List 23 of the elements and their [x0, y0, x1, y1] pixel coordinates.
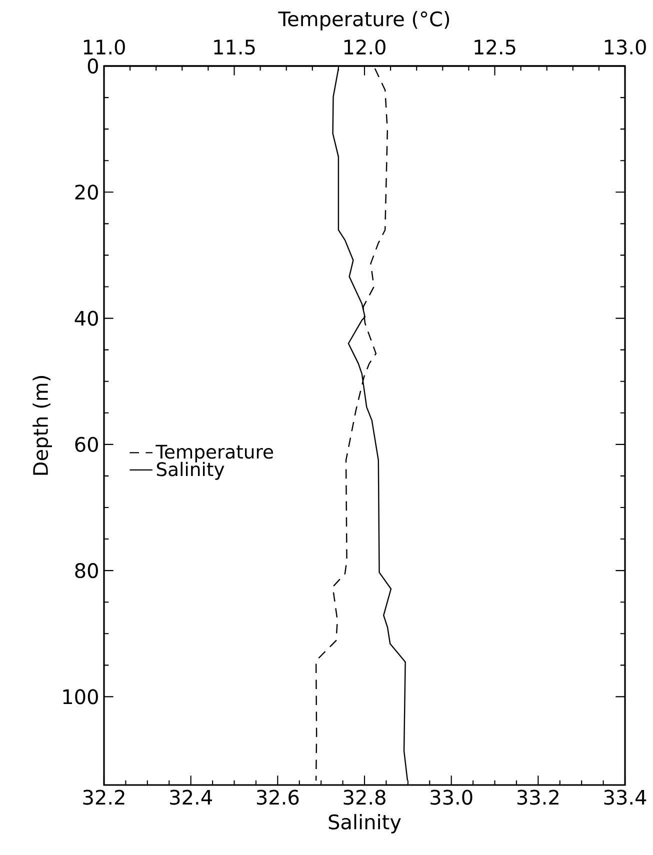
y-tick-label: 40	[74, 310, 98, 326]
x-tick-label: 32.6	[256, 790, 299, 805]
x2-tick-label: 12.0	[344, 39, 386, 55]
y-axis-title: Depth (m)	[32, 376, 52, 475]
x2-tick-label: 12.5	[474, 39, 516, 55]
x-tick-label: 32.4	[170, 790, 212, 805]
legend-label: Salinity	[156, 462, 224, 480]
x2-tick-label: 11.5	[214, 40, 255, 55]
y-tick-label: 80	[75, 563, 98, 578]
x-tick-label: 32.8	[344, 790, 386, 805]
legend-label: Temperature	[156, 444, 274, 462]
x-tick-label: 33.2	[517, 790, 558, 805]
y-tick-label: 60	[75, 436, 98, 452]
x-axis-title: Salinity	[328, 814, 401, 834]
x2-axis-title: Temperature (°C)	[278, 11, 450, 30]
x-tick-label: 33.4	[604, 790, 646, 805]
x2-tick-label: 11.0	[84, 39, 125, 55]
x2-tick-label: 13.0	[604, 39, 646, 55]
y-tick-label: 20	[75, 184, 98, 200]
y-tick-label: 0	[88, 58, 98, 74]
x-tick-label: 32.2	[83, 790, 124, 805]
x-tick-label: 33.0	[430, 790, 472, 805]
y-tick-label: 100	[63, 689, 98, 704]
